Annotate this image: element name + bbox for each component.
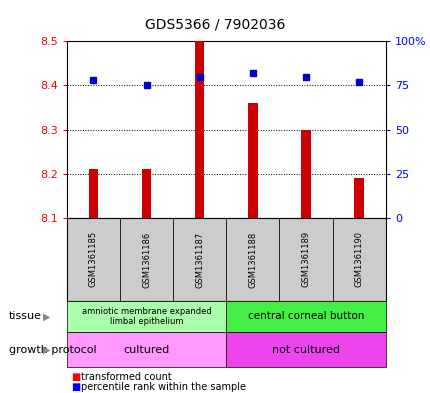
Text: not cultured: not cultured bbox=[271, 345, 339, 355]
Bar bbox=[194, 41, 204, 218]
Text: cultured: cultured bbox=[123, 345, 169, 355]
Text: GSM1361187: GSM1361187 bbox=[195, 231, 204, 288]
Text: central corneal button: central corneal button bbox=[247, 311, 363, 321]
Text: ■: ■ bbox=[71, 372, 80, 382]
Text: GSM1361190: GSM1361190 bbox=[354, 231, 363, 287]
Text: ▶: ▶ bbox=[43, 311, 50, 321]
Bar bbox=[89, 169, 98, 218]
Text: tissue: tissue bbox=[9, 311, 42, 321]
Text: amniotic membrane expanded
limbal epithelium: amniotic membrane expanded limbal epithe… bbox=[81, 307, 211, 326]
Text: GDS5366 / 7902036: GDS5366 / 7902036 bbox=[145, 18, 285, 32]
Text: growth protocol: growth protocol bbox=[9, 345, 96, 355]
Text: GSM1361185: GSM1361185 bbox=[89, 231, 98, 287]
Bar bbox=[141, 169, 151, 218]
Bar bbox=[353, 178, 363, 218]
Text: GSM1361186: GSM1361186 bbox=[142, 231, 150, 288]
Text: GSM1361188: GSM1361188 bbox=[248, 231, 257, 288]
Text: ■: ■ bbox=[71, 382, 80, 392]
Text: GSM1361189: GSM1361189 bbox=[301, 231, 310, 287]
Text: percentile rank within the sample: percentile rank within the sample bbox=[80, 382, 245, 392]
Bar bbox=[301, 130, 310, 218]
Text: transformed count: transformed count bbox=[80, 372, 171, 382]
Bar bbox=[248, 103, 257, 218]
Text: ▶: ▶ bbox=[43, 345, 50, 355]
